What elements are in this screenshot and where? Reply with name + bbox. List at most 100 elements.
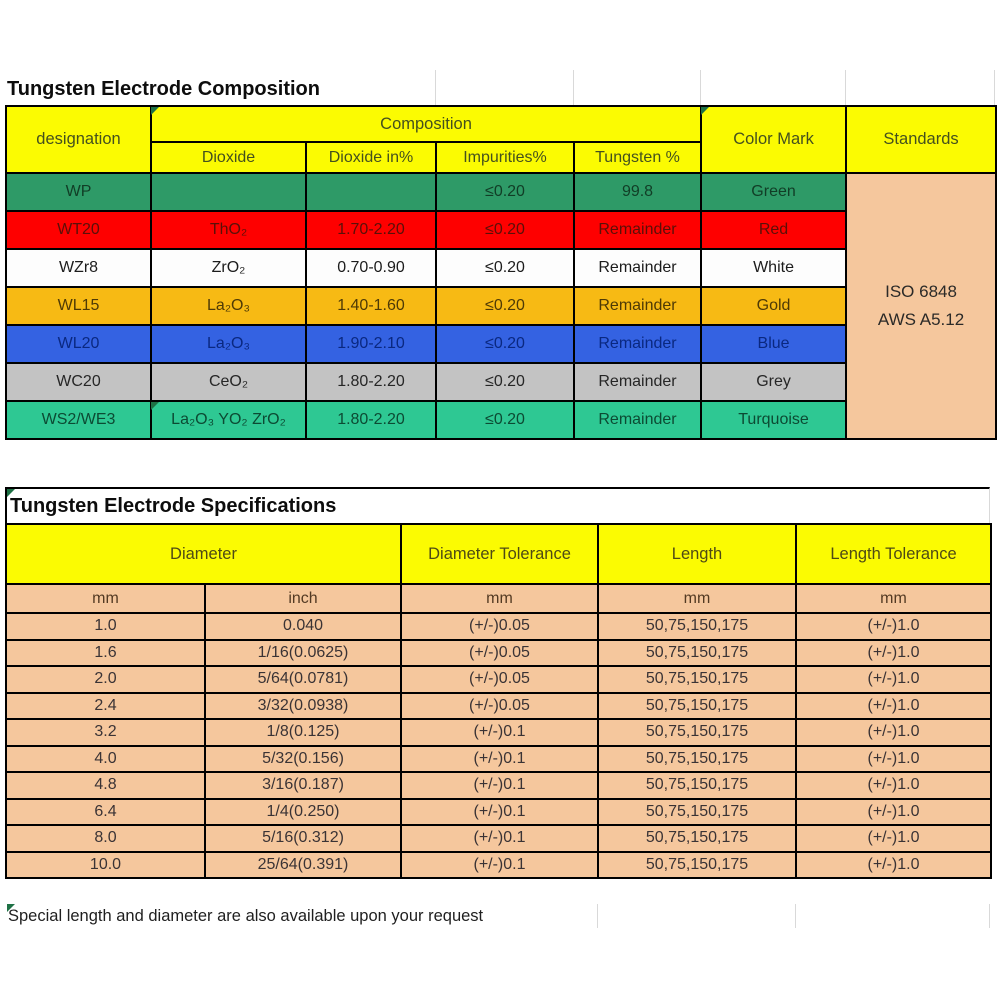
excel-flag-icon bbox=[151, 402, 159, 410]
excel-flag-icon bbox=[7, 489, 15, 497]
cell-length: 50,75,150,175 bbox=[597, 691, 797, 720]
cell-color-mark: Green bbox=[700, 172, 848, 212]
cell-diameter-tolerance: (+/-)0.1 bbox=[400, 824, 599, 853]
cell-length-tolerance: (+/-)1.0 bbox=[795, 612, 992, 641]
cell-dioxide-in bbox=[305, 172, 437, 212]
cell-color-mark: Blue bbox=[700, 324, 848, 364]
column-header-dioxide-in: Dioxide in% bbox=[305, 141, 437, 174]
table-row: 8.0 5/16(0.312) (+/-)0.1 50,75,150,175 (+/-)… bbox=[5, 824, 992, 853]
cell-dioxide-in: 1.90-2.10 bbox=[305, 324, 437, 364]
column-header-standards: Standards bbox=[845, 105, 998, 174]
cell-diameter-tolerance: (+/-)0.1 bbox=[400, 744, 599, 773]
cell-length-tolerance: (+/-)1.0 bbox=[795, 691, 992, 720]
cell-length: 50,75,150,175 bbox=[597, 638, 797, 667]
cell-length-tolerance: (+/-)1.0 bbox=[795, 744, 992, 773]
column-header-designation: designation bbox=[5, 105, 152, 174]
cell-length: 50,75,150,175 bbox=[597, 850, 797, 879]
table-row: WS2/WE3 La₂O₃ YO₂ ZrO₂ 1.80-2.20 ≤0.20 Remai… bbox=[5, 400, 997, 440]
excel-flag-icon bbox=[701, 107, 709, 115]
cell-diameter-tolerance: (+/-)0.05 bbox=[400, 638, 599, 667]
cell-dioxide: La₂O₃ YO₂ ZrO₂ bbox=[150, 400, 307, 440]
cell-diameter-tolerance: (+/-)0.05 bbox=[400, 612, 599, 641]
table-row: WC20 CeO₂ 1.80-2.20 ≤0.20 Remainder Grey bbox=[5, 362, 997, 402]
cell-dioxide: ThO₂ bbox=[150, 210, 307, 250]
cell-length: 50,75,150,175 bbox=[597, 612, 797, 641]
cell-tungsten: Remainder bbox=[572, 210, 703, 250]
cell-color-mark: Red bbox=[700, 210, 848, 250]
cell-diameter-mm: 2.0 bbox=[5, 665, 206, 694]
cell-diameter-inch: 1/4(0.250) bbox=[204, 797, 402, 826]
cell-dioxide bbox=[150, 172, 307, 212]
cell-diameter-mm: 2.4 bbox=[5, 691, 206, 720]
cell-dioxide: La₂O₃ bbox=[150, 324, 307, 364]
cell-diameter-tolerance: (+/-)0.05 bbox=[400, 665, 599, 694]
column-header-tungsten: Tungsten % bbox=[572, 141, 703, 174]
cell-designation: WL15 bbox=[5, 286, 152, 326]
cell-impurities: ≤0.20 bbox=[435, 210, 575, 250]
gridline bbox=[795, 904, 796, 928]
cell-diameter-tolerance: (+/-)0.1 bbox=[400, 797, 599, 826]
cell-dioxide-in: 1.80-2.20 bbox=[305, 362, 437, 402]
table-row: 10.0 25/64(0.391) (+/-)0.1 50,75,150,175 (+/… bbox=[5, 850, 992, 879]
cell-diameter-inch: 3/32(0.0938) bbox=[204, 691, 402, 720]
table-row: 1.0 0.040 (+/-)0.05 50,75,150,175 (+/-)1.0 bbox=[5, 612, 992, 641]
cell-impurities: ≤0.20 bbox=[435, 324, 575, 364]
cell-designation: WZr8 bbox=[5, 248, 152, 288]
gridline bbox=[700, 70, 701, 105]
page-title-composition: Tungsten Electrode Composition bbox=[7, 78, 320, 100]
gridline bbox=[989, 904, 990, 928]
cell-diameter-inch: 0.040 bbox=[204, 612, 402, 641]
table-row: WP ≤0.20 99.8 Green ISO 6848 AWS A5.12 bbox=[5, 172, 998, 440]
table-row: 2.0 5/64(0.0781) (+/-)0.05 50,75,150,175 (+/… bbox=[5, 665, 992, 694]
table-row: 2.4 3/32(0.0938) (+/-)0.05 50,75,150,175 (+/… bbox=[5, 691, 992, 720]
cell-diameter-tolerance: (+/-)0.05 bbox=[400, 691, 599, 720]
unit-header-dia-tol: mm bbox=[400, 583, 599, 614]
table-row: 4.0 5/32(0.156) (+/-)0.1 50,75,150,175 (+/-)… bbox=[5, 744, 992, 773]
cell-diameter-inch: 1/8(0.125) bbox=[204, 718, 402, 747]
cell-standards: ISO 6848 AWS A5.12 bbox=[845, 172, 998, 440]
cell-designation: WT20 bbox=[5, 210, 152, 250]
column-header-diameter-tolerance: Diameter Tolerance bbox=[400, 523, 599, 585]
cell-diameter-mm: 4.0 bbox=[5, 744, 206, 773]
footer-note: Special length and diameter are also ava… bbox=[8, 906, 484, 925]
page-title-specifications-cell: Tungsten Electrode Specifications bbox=[5, 487, 990, 523]
unit-header-length: mm bbox=[597, 583, 797, 614]
cell-impurities: ≤0.20 bbox=[435, 400, 575, 440]
gridline bbox=[845, 70, 846, 105]
cell-diameter-mm: 1.0 bbox=[5, 612, 206, 641]
cell-tungsten: Remainder bbox=[572, 248, 703, 288]
standards-line: AWS A5.12 bbox=[877, 310, 965, 329]
gridline bbox=[597, 904, 598, 928]
cell-length: 50,75,150,175 bbox=[597, 665, 797, 694]
cell-designation: WC20 bbox=[5, 362, 152, 402]
cell-impurities: ≤0.20 bbox=[435, 172, 575, 212]
excel-flag-icon bbox=[7, 904, 15, 912]
cell-length-tolerance: (+/-)1.0 bbox=[795, 638, 992, 667]
column-header-diameter: Diameter bbox=[5, 523, 402, 585]
cell-color-mark: White bbox=[700, 248, 848, 288]
cell-tungsten: Remainder bbox=[572, 400, 703, 440]
column-header-dioxide: Dioxide bbox=[150, 141, 307, 174]
unit-header-mm: mm bbox=[5, 583, 206, 614]
table-row: 1.6 1/16(0.0625) (+/-)0.05 50,75,150,175 (+/… bbox=[5, 638, 992, 667]
table-row: 6.4 1/4(0.250) (+/-)0.1 50,75,150,175 (+/-)1… bbox=[5, 797, 992, 826]
page-title-specifications: Tungsten Electrode Specifications bbox=[10, 494, 337, 517]
cell-diameter-tolerance: (+/-)0.1 bbox=[400, 850, 599, 879]
cell-dioxide-in: 1.80-2.20 bbox=[305, 400, 437, 440]
cell-dioxide: ZrO₂ bbox=[150, 248, 307, 288]
cell-diameter-inch: 5/16(0.312) bbox=[204, 824, 402, 853]
gridline bbox=[994, 70, 995, 105]
cell-designation: WP bbox=[5, 172, 152, 212]
table-row: 3.2 1/8(0.125) (+/-)0.1 50,75,150,175 (+/-)1… bbox=[5, 718, 992, 747]
unit-header-len-tol: mm bbox=[795, 583, 992, 614]
cell-diameter-tolerance: (+/-)0.1 bbox=[400, 718, 599, 747]
cell-designation: WS2/WE3 bbox=[5, 400, 152, 440]
cell-diameter-tolerance: (+/-)0.1 bbox=[400, 771, 599, 800]
cell-diameter-mm: 10.0 bbox=[5, 850, 206, 879]
cell-diameter-inch: 3/16(0.187) bbox=[204, 771, 402, 800]
cell-length-tolerance: (+/-)1.0 bbox=[795, 771, 992, 800]
column-header-impurities: Impurities% bbox=[435, 141, 575, 174]
cell-length: 50,75,150,175 bbox=[597, 797, 797, 826]
cell-diameter-inch: 5/32(0.156) bbox=[204, 744, 402, 773]
